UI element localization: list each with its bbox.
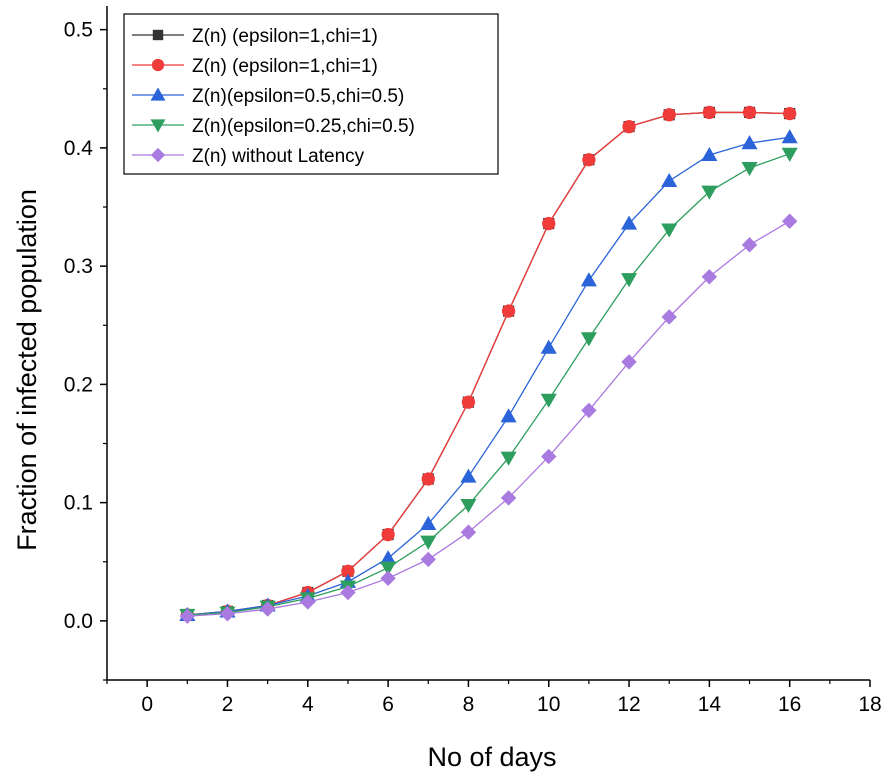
data-point (341, 564, 355, 578)
data-point (701, 146, 718, 162)
x-tick-label: 4 (302, 693, 314, 716)
data-point (742, 105, 757, 120)
data-point (540, 339, 557, 354)
y-tick-label: 0.5 (64, 19, 93, 42)
data-point (500, 451, 517, 466)
data-point (219, 606, 236, 622)
data-point (420, 535, 437, 550)
data-point (741, 135, 758, 150)
data-point (622, 119, 636, 134)
data-point (460, 498, 477, 514)
series-4 (179, 147, 798, 624)
x-tick-label: 16 (778, 693, 801, 716)
data-point (741, 161, 758, 177)
data-point (661, 309, 677, 325)
legend: Z(n) (epsilon=1,chi=1) Z(n) (epsilon=1,ch… (123, 13, 499, 175)
series-1 (181, 106, 796, 621)
legend-label: Z(n)(epsilon=0.25,chi=0.5) (192, 116, 415, 137)
legend-item: Z(n) (epsilon=1,chi=1) (132, 56, 378, 77)
data-point (380, 561, 397, 576)
data-point (500, 490, 517, 506)
data-point (580, 272, 597, 287)
series-line (187, 111, 790, 616)
x-tick-label: 18 (858, 693, 881, 716)
x-tick-label: 8 (463, 693, 475, 716)
legend-label: Z(n) (epsilon=1,chi=1) (192, 26, 378, 47)
data-point (781, 147, 798, 162)
data-point (151, 58, 165, 72)
data-point (541, 448, 557, 465)
series-line (187, 136, 790, 616)
x-tick-label: 12 (617, 693, 640, 716)
series-5 (179, 213, 798, 624)
data-point (500, 408, 517, 423)
data-point (701, 269, 718, 285)
data-point (150, 147, 166, 163)
series-3 (179, 129, 798, 622)
data-point (420, 515, 437, 530)
data-point (460, 524, 477, 540)
legend-label: Z(n) without Latency (192, 146, 365, 167)
data-point (152, 29, 164, 41)
legend-label: Z(n) (epsilon=1,chi=1) (192, 56, 378, 77)
series-2 (180, 105, 797, 622)
series-layer (179, 105, 798, 624)
legend-item: Z(n)(epsilon=0.5,chi=0.5) (132, 86, 404, 107)
data-point (701, 185, 718, 200)
series-line (187, 153, 790, 616)
y-axis-title: Fraction of infected population (12, 189, 42, 551)
data-point (179, 608, 196, 624)
y-tick-label: 0.3 (64, 255, 93, 278)
y-tick-label: 0.2 (64, 373, 93, 396)
data-point (150, 87, 166, 101)
data-point (542, 216, 556, 231)
data-point (259, 601, 276, 617)
series-line (187, 111, 790, 616)
data-point (702, 105, 717, 120)
data-point (300, 594, 316, 610)
data-point (420, 551, 436, 568)
data-point (661, 172, 678, 188)
data-point (581, 402, 597, 419)
legend-box (123, 13, 499, 175)
data-point (621, 273, 638, 288)
data-point (661, 223, 678, 238)
data-point (461, 395, 476, 409)
data-point (621, 354, 637, 370)
x-tick-label: 2 (222, 693, 234, 716)
legend-item: Z(n) without Latency (132, 146, 365, 167)
data-point (540, 393, 557, 408)
data-point (150, 119, 166, 133)
legend-label: Z(n)(epsilon=0.5,chi=0.5) (192, 86, 404, 107)
data-point (580, 332, 597, 347)
data-point (340, 584, 356, 601)
data-point (381, 527, 395, 542)
y-tick-label: 0.1 (64, 492, 93, 515)
data-point (662, 108, 676, 122)
data-point (741, 237, 758, 253)
y-tick-label: 0.0 (64, 610, 93, 633)
data-point (621, 215, 638, 230)
data-point (421, 472, 435, 486)
x-tick-label: 0 (141, 693, 153, 716)
axes: 0 2 4 6 8 10 12 14 16 18 0.0 0.1 0.2 0.3 0.4 0.5 (64, 6, 882, 716)
x-tick-label: 14 (698, 693, 722, 716)
series-line (187, 220, 791, 617)
x-axis-title: No of days (427, 742, 556, 772)
data-point (781, 213, 798, 229)
data-point (380, 550, 397, 565)
data-point (460, 468, 477, 483)
data-point (781, 129, 798, 144)
data-point (380, 570, 396, 587)
x-tick-label: 10 (537, 693, 560, 716)
data-point (582, 153, 596, 167)
data-point (783, 106, 797, 121)
x-tick-label: 6 (382, 693, 394, 716)
legend-item: Z(n)(epsilon=0.25,chi=0.5) (132, 116, 415, 137)
y-tick-label: 0.4 (64, 137, 94, 160)
legend-item: Z(n) (epsilon=1,chi=1) (132, 26, 378, 47)
data-point (501, 304, 516, 318)
